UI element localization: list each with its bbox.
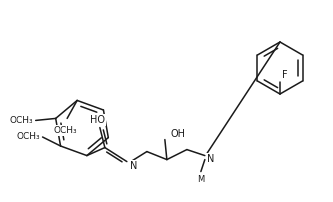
Text: N: N <box>130 161 137 170</box>
Text: M: M <box>197 175 204 184</box>
Text: OCH₃: OCH₃ <box>17 133 40 141</box>
Text: OCH₃: OCH₃ <box>53 126 77 135</box>
Text: OH: OH <box>171 129 186 139</box>
Text: F: F <box>282 70 288 80</box>
Text: HO: HO <box>90 115 105 125</box>
Text: N: N <box>207 154 214 164</box>
Text: OCH₃: OCH₃ <box>10 116 34 125</box>
